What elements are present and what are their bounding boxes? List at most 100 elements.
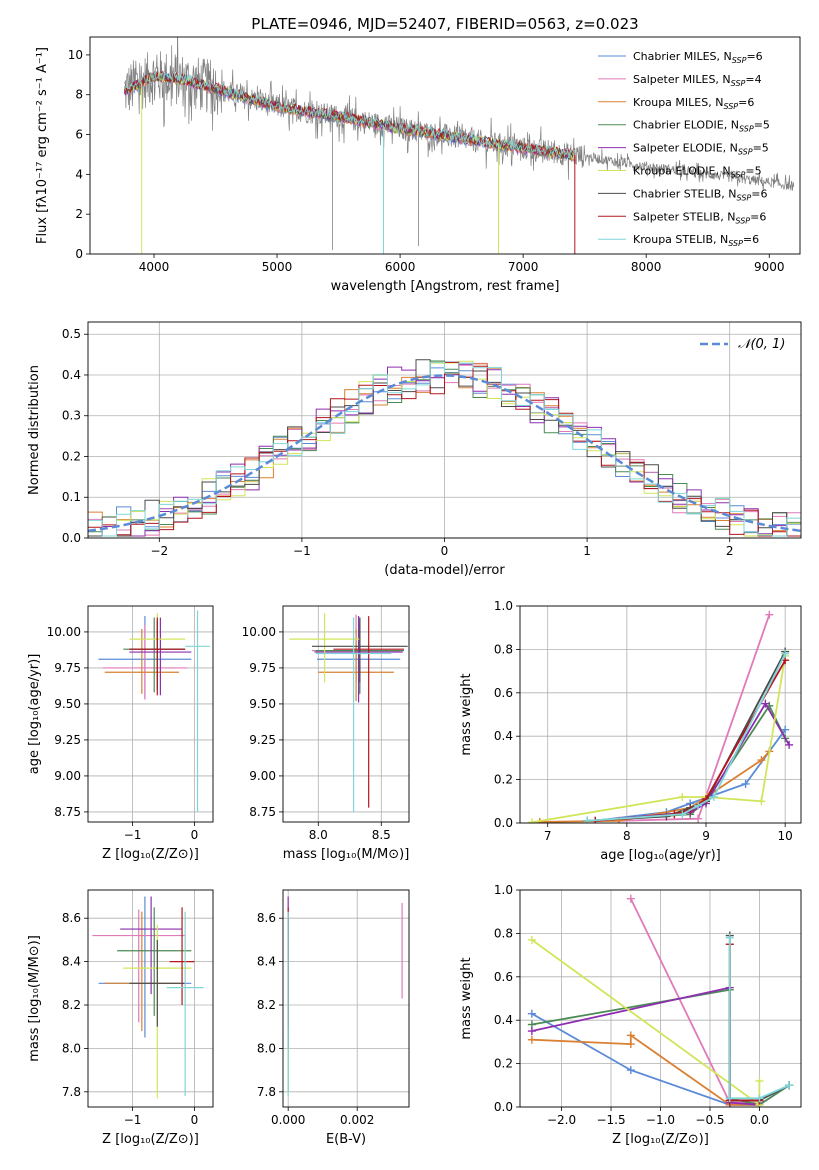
panel-age_vs_mass: 8.0 8.5 8.75 9.00 9.25 9.50 9.75 10.00 mass [log… — [242, 605, 410, 862]
x-tick-label-3: 10 — [778, 829, 793, 843]
marker-cm-3 — [741, 779, 750, 788]
y-tick-label-3: 0.3 — [62, 409, 81, 423]
marker-ks-0 — [583, 816, 592, 823]
y-tick-label-2: 0.4 — [494, 729, 513, 743]
plot-area — [92, 896, 204, 1099]
y-tick-label-4: 8.6 — [257, 911, 276, 925]
y-tick-label-3: 9.50 — [249, 697, 276, 711]
marker-km-1 — [626, 1040, 635, 1049]
x-tick-label-0: 8.0 — [309, 828, 328, 842]
y-tick-label-2: 8.2 — [62, 998, 81, 1012]
errorbar-ce — [117, 907, 192, 1016]
x-tick-label-1: 0 — [191, 828, 199, 842]
x-tick-label-1: 8 — [623, 829, 631, 843]
y-tick-label-5: 10.00 — [47, 625, 81, 639]
y-tick-label-0: 0.0 — [62, 531, 81, 545]
y-tick-label-2: 0.2 — [62, 449, 81, 463]
x-tick-label-3: 7000 — [508, 260, 539, 274]
y-axis-label: age [log₁₀(age/yr)] — [27, 654, 42, 775]
marker-ke-2 — [755, 1076, 764, 1085]
y-tick-label-2: 4 — [75, 167, 83, 181]
marker-ks-3 — [709, 792, 718, 801]
y-axis-label: mass [log₁₀(M/M⊙)] — [27, 935, 42, 1062]
legend: Chabrier MILES, NSSP=6 Salpeter MILES, NS… — [598, 50, 770, 248]
histogram-ss — [88, 361, 801, 537]
marker-ks-0 — [725, 933, 734, 942]
y-tick-label-0: 7.8 — [62, 1085, 81, 1099]
x-tick-label-3: −0.5 — [695, 1113, 724, 1127]
y-tick-label-4: 0.8 — [494, 642, 513, 656]
plot-area — [88, 359, 801, 537]
x-axis-label: age [log₁₀(age/yr)] — [600, 848, 721, 863]
y-tick-label-4: 9.75 — [54, 661, 81, 675]
legend-label-cm: Chabrier MILES, NSSP=6 — [633, 50, 763, 65]
y-tick-label-2: 9.25 — [249, 733, 276, 747]
axes-frame — [87, 889, 214, 1108]
y-tick-label-1: 8.0 — [62, 1041, 81, 1055]
y-tick-label-5: 10.00 — [242, 625, 276, 639]
y-tick-label-4: 0.8 — [494, 926, 513, 940]
y-axis-label: mass weight — [459, 957, 474, 1039]
legend-label-sm: Salpeter MILES, NSSP=4 — [633, 73, 762, 88]
y-tick-label-4: 8 — [75, 88, 83, 102]
marker-cm-4 — [781, 725, 790, 734]
y-tick-label-5: 0.5 — [62, 327, 81, 341]
series-line-ks — [728, 937, 790, 1100]
marker-cs-1 — [662, 812, 671, 821]
panel-mass_vs_ebv: 0.000 0.002 7.8 8.0 8.2 8.4 8.6 E(B-V) — [257, 889, 410, 1147]
x-tick-label-0: −1 — [124, 828, 142, 842]
x-tick-label-0: −2.0 — [547, 1113, 576, 1127]
errorbar-ks — [185, 610, 210, 812]
marker-ke-0 — [527, 818, 536, 823]
y-tick-label-5: 1.0 — [494, 599, 513, 613]
errorbar-km — [318, 629, 394, 702]
y-tick-label-3: 8.4 — [62, 955, 81, 969]
legend-label-cs: Chabrier STELIB, NSSP=6 — [633, 187, 767, 202]
errorbar-ss — [333, 616, 404, 808]
x-tick-label-2: 0 — [441, 544, 449, 558]
errorbar-ks — [166, 911, 204, 1097]
x-tick-label-2: 6000 — [385, 260, 416, 274]
panels: 4000 5000 6000 7000 8000 90000246810wavelengt… — [27, 36, 802, 1147]
marker-cm-0 — [527, 1009, 536, 1018]
y-tick-label-1: 9.00 — [249, 769, 276, 783]
marker-ks-1 — [725, 1094, 734, 1103]
x-tick-label-4: 0.0 — [750, 1113, 769, 1127]
errorbar-ks — [315, 617, 392, 812]
y-tick-label-3: 8.4 — [257, 955, 276, 969]
marker-ks-3 — [785, 1081, 794, 1090]
y-tick-label-1: 0.1 — [62, 490, 81, 504]
x-tick-label-1: 0 — [191, 1113, 199, 1127]
legend-label-ke: Kroupa ELODIE, NSSP=5 — [633, 165, 762, 180]
marker-se-4 — [785, 740, 794, 749]
panel-residuals: −2 −1 0 1 2 0.0 0.1 0.2 0.3 0.4 0.5 (data-model)/er… — [27, 321, 802, 578]
x-tick-label-1: 5000 — [262, 260, 293, 274]
y-axis-label: Normed distribution — [27, 365, 42, 495]
figure-title: PLATE=0946, MJD=52407, FIBERID=0563, z=0… — [251, 15, 638, 33]
marker-ks-4 — [781, 649, 790, 658]
x-tick-label-4: 2 — [726, 544, 734, 558]
x-axis-label: Z [log₁₀(Z/Z⊙)] — [102, 847, 199, 862]
panel-massweight_vs_Z: −2.0 −1.5 −1.0 −0.5 0.0 0.0 0.2 0.4 0.6 0.8 1.0 Z [… — [459, 883, 802, 1147]
series-line-ss — [728, 944, 760, 1102]
y-tick-label-1: 8.0 — [257, 1041, 276, 1055]
y-axis-label: mass weight — [459, 673, 474, 755]
errorbar-cs — [311, 617, 408, 683]
axes-frame — [87, 605, 214, 823]
y-tick-label-0: 8.75 — [249, 805, 276, 819]
panel-spectrum: 4000 5000 6000 7000 8000 9000 0 2 4 6 8 10 wavelengt… — [35, 36, 801, 294]
y-tick-label-5: 1.0 — [494, 883, 513, 897]
y-tick-label-4: 0.4 — [62, 368, 81, 382]
plot-area — [289, 613, 408, 812]
y-tick-label-1: 0.2 — [494, 773, 513, 787]
series-line-sm — [618, 614, 771, 822]
y-tick-label-3: 6 — [75, 128, 83, 142]
marker-ks-2 — [694, 801, 703, 810]
plot-area — [527, 610, 794, 823]
y-tick-label-1: 2 — [75, 207, 83, 221]
errorbar-sm — [102, 624, 188, 700]
axes-frame — [519, 889, 802, 1108]
y-tick-label-4: 9.75 — [249, 661, 276, 675]
x-axis-label: wavelength [Angstrom, rest frame] — [331, 279, 560, 294]
marker-cm-1 — [626, 1066, 635, 1075]
